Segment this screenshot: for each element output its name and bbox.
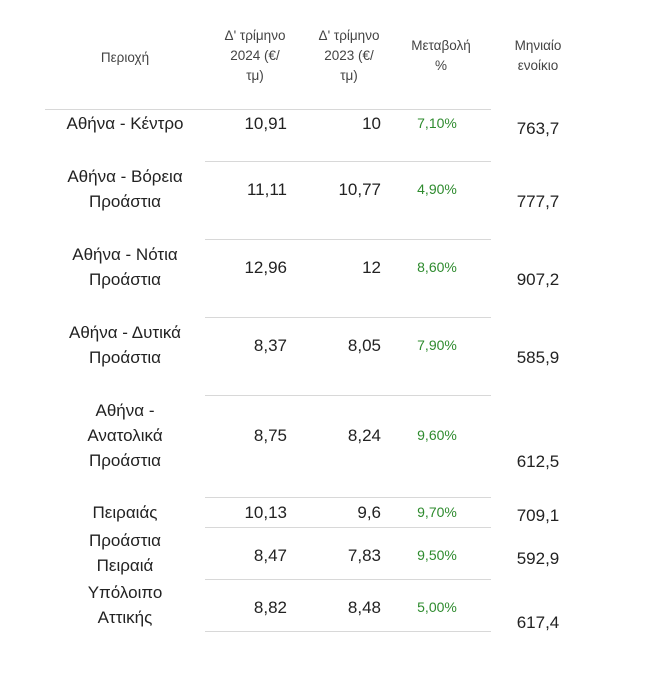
monthly-rent-value: 592,9 xyxy=(516,549,560,568)
row-divider xyxy=(205,239,491,240)
region-name-line: Ανατολικά xyxy=(87,426,163,445)
row-divider xyxy=(205,631,491,632)
region-name-line: Αττικής xyxy=(97,608,153,627)
region-name-line: Αθήνα - Κέντρο xyxy=(66,114,184,133)
table-row: Πειραιάς 10,13 9,6 9,70% 709,1 xyxy=(45,498,585,528)
monthly-rent-value: 777,7 xyxy=(516,192,560,211)
region-cell: Αθήνα - Δυτικά Προάστια xyxy=(45,320,205,370)
change-percent: 9,70% xyxy=(417,504,457,520)
q4-2024-value: 11,11 xyxy=(246,180,287,199)
region-cell: Αθήνα - Βόρεια Προάστια xyxy=(45,164,205,214)
table-row: Αθήνα - Ανατολικά Προάστια 8,75 8,24 9,60% 612… xyxy=(45,396,585,498)
header-q4-2024-line: 2024 (€/ xyxy=(230,48,280,63)
change-percent: 9,50% xyxy=(417,547,457,563)
q4-2023-value: 9,6 xyxy=(357,503,381,522)
region-name-line: Αθήνα - Δυτικά xyxy=(68,323,181,342)
header-monthly-rent-line: Μηνιαίο xyxy=(514,38,562,53)
monthly-rent-value: 585,9 xyxy=(516,348,560,367)
region-name-line: Αθήνα - Βόρεια xyxy=(67,167,183,186)
table-row: Αθήνα - Κέντρο 10,91 10 7,10% 763,7 xyxy=(45,110,585,162)
q4-2023-value: 8,24 xyxy=(347,426,381,445)
change-percent: 7,90% xyxy=(417,337,457,353)
row-divider xyxy=(205,527,491,528)
q4-2023-value: 10,77 xyxy=(338,180,381,199)
region-name-line: Πειραιάς xyxy=(92,503,158,522)
q4-2024-value: 12,96 xyxy=(244,258,287,277)
header-q4-2024: Δ' τρίμηνο 2024 (€/ τμ) xyxy=(205,26,305,86)
region-name-line: Πειραιά xyxy=(96,556,154,575)
header-monthly-rent: Μηνιαίο ενοίκιο xyxy=(491,36,585,76)
rent-table: Περιοχή Δ' τρίμηνο 2024 (€/ τμ) Δ' τρίμη… xyxy=(45,24,585,632)
header-q4-2023-line: Δ' τρίμηνο xyxy=(318,28,380,43)
header-change-line: Μεταβολή xyxy=(411,38,471,53)
header-q4-2023: Δ' τρίμηνο 2023 (€/ τμ) xyxy=(299,26,399,86)
q4-2023-value: 8,05 xyxy=(347,336,381,355)
region-name-line: Αθήνα - Νότια xyxy=(72,245,178,264)
monthly-rent-value: 907,2 xyxy=(516,270,560,289)
change-percent: 8,60% xyxy=(417,259,457,275)
table-row: Προάστια Πειραιά 8,47 7,83 9,50% 592,9 xyxy=(45,528,585,580)
header-monthly-rent-line: ενοίκιο xyxy=(517,58,559,73)
q4-2023-value: 10 xyxy=(362,114,381,133)
region-cell: Προάστια Πειραιά xyxy=(45,528,205,578)
change-percent: 9,60% xyxy=(417,427,457,443)
region-cell: Αθήνα - Νότια Προάστια xyxy=(45,242,205,292)
monthly-rent-value: 763,7 xyxy=(516,119,560,138)
header-q4-2024-line: τμ) xyxy=(246,68,264,83)
q4-2023-value: 7,83 xyxy=(347,546,381,565)
table-row: Αθήνα - Νότια Προάστια 12,96 12 8,60% 907,2 xyxy=(45,240,585,318)
header-change-line: % xyxy=(434,58,447,73)
region-cell: Υπόλοιπο Αττικής xyxy=(45,580,205,630)
row-divider xyxy=(205,579,491,580)
header-q4-2023-line: τμ) xyxy=(340,68,358,83)
change-percent: 5,00% xyxy=(417,599,457,615)
monthly-rent-value: 612,5 xyxy=(516,452,560,471)
table-row: Αθήνα - Δυτικά Προάστια 8,37 8,05 7,90% 585,9 xyxy=(45,318,585,396)
region-name-line: Υπόλοιπο xyxy=(87,583,163,602)
q4-2024-value: 8,47 xyxy=(253,546,287,565)
region-name-line: Προάστια xyxy=(88,451,162,470)
row-divider xyxy=(205,395,491,396)
table-body: Αθήνα - Κέντρο 10,91 10 7,10% 763,7 Αθήνα - Β… xyxy=(45,110,585,632)
region-name-line: Προάστια xyxy=(88,192,162,211)
header-divider xyxy=(45,109,491,110)
monthly-rent-value: 709,1 xyxy=(516,506,560,525)
row-divider xyxy=(205,317,491,318)
table-row: Υπόλοιπο Αττικής 8,82 8,48 5,00% 617,4 xyxy=(45,580,585,632)
header-region: Περιοχή xyxy=(45,48,205,68)
q4-2024-value: 10,13 xyxy=(244,503,287,522)
table-header: Περιοχή Δ' τρίμηνο 2024 (€/ τμ) Δ' τρίμη… xyxy=(45,24,585,110)
region-name-line: Προάστια xyxy=(88,270,162,289)
region-cell: Αθήνα - Κέντρο xyxy=(45,111,205,136)
change-percent: 4,90% xyxy=(417,181,457,197)
q4-2024-value: 8,82 xyxy=(253,598,287,617)
region-name-line: Προάστια xyxy=(88,348,162,367)
region-cell: Πειραιάς xyxy=(45,500,205,525)
q4-2023-value: 8,48 xyxy=(347,598,381,617)
header-q4-2023-line: 2023 (€/ xyxy=(324,48,374,63)
q4-2024-value: 10,91 xyxy=(244,114,287,133)
header-change: Μεταβολή % xyxy=(395,36,487,76)
change-percent: 7,10% xyxy=(417,115,457,131)
region-cell: Αθήνα - Ανατολικά Προάστια xyxy=(45,398,205,473)
header-q4-2024-line: Δ' τρίμηνο xyxy=(224,28,286,43)
header-region-label: Περιοχή xyxy=(100,50,150,65)
q4-2023-value: 12 xyxy=(362,258,381,277)
region-name-line: Προάστια xyxy=(88,531,162,550)
monthly-rent-value: 617,4 xyxy=(516,613,560,632)
q4-2024-value: 8,75 xyxy=(253,426,287,445)
row-divider xyxy=(205,161,491,162)
region-name-line: Αθήνα - xyxy=(95,401,155,420)
table-row: Αθήνα - Βόρεια Προάστια 11,11 10,77 4,90% 777… xyxy=(45,162,585,240)
row-divider xyxy=(205,497,491,498)
q4-2024-value: 8,37 xyxy=(253,336,287,355)
